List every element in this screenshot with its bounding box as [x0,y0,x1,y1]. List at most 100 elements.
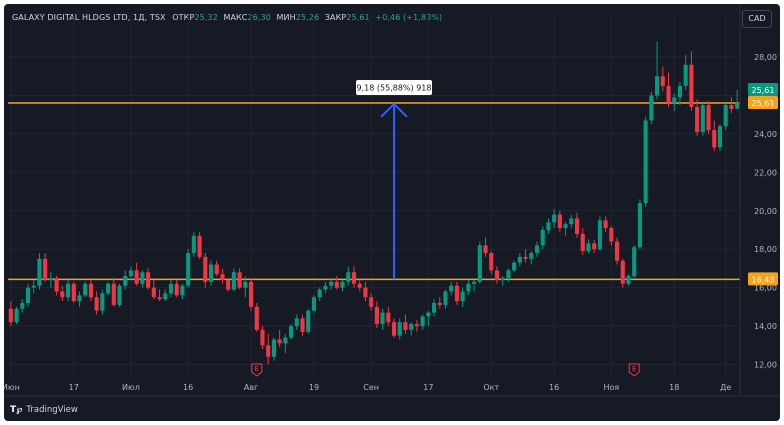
candle [151,279,156,300]
candle [363,281,368,302]
candle [723,103,728,131]
candle-body [180,285,185,296]
candle [637,199,642,250]
candle [517,253,522,267]
candle-body [689,64,694,108]
candle [65,279,71,302]
tradingview-branding[interactable]: ꓔ℘ TradingView [10,405,78,415]
candle-body [220,274,225,280]
candle [100,289,105,315]
symbol-title[interactable]: GALAXY DIGITAL HLDGS LTD, 1Д, TSX [12,13,166,22]
time-tick-label: Сен [363,383,379,392]
candle-body [48,278,53,280]
candle-body [374,306,379,325]
candle [506,268,511,282]
candle-body [37,258,42,286]
candle [449,281,454,296]
candle-body [586,243,591,252]
candle [706,101,711,134]
candle [563,222,568,236]
candle [529,251,534,265]
candle [477,241,482,284]
candle [243,276,248,298]
candle-body [54,278,59,292]
candle-body [323,285,328,290]
candle-body [603,220,608,229]
candle-body [649,95,654,121]
candle [614,237,620,265]
candle [208,260,214,286]
candle-body [397,322,402,336]
tradingview-label: TradingView [26,405,78,415]
price-tick-label: 22,00 [754,168,777,177]
candle [111,278,116,307]
candle-body [580,233,585,252]
chart-window[interactable]: GALAXY DIGITAL HLDGS LTD, 1Д, TSX ОТКР25… [4,4,780,421]
candle [643,116,648,207]
candle-body [620,260,625,284]
candle [340,279,345,292]
candle [277,329,282,348]
candle [489,251,494,275]
candle-body [431,302,437,313]
candle-body [106,283,111,294]
candle [460,287,465,307]
candle-body [540,229,545,246]
candle-body [643,120,648,204]
candle-body [186,253,191,286]
candle [60,285,65,302]
candle-body [683,64,688,86]
candle-body [609,228,614,242]
price-chart[interactable]: 9,18 (55,88%) 918 28,0026,0024,0022,0020… [4,4,780,421]
time-tick-label: 16 [183,383,193,392]
candle-body [420,316,425,327]
candle-body [71,283,76,302]
candle [620,258,625,288]
candle-body [151,287,156,298]
measure-arrowhead-icon [380,102,408,118]
earnings-marker-icon[interactable] [251,363,263,377]
last-price-tag[interactable]: 25,61 [748,82,778,96]
earnings-marker-icon[interactable] [628,363,640,377]
candle [106,281,111,296]
candle-body [163,293,168,300]
symbol-legend[interactable]: GALAXY DIGITAL HLDGS LTD, 1Д, TSX ОТКР25… [12,13,445,22]
candle [311,295,317,313]
candle [214,260,219,277]
level-price-tag[interactable]: 16,43 [748,272,778,286]
candle-body [569,218,574,225]
candle-body [31,285,36,288]
candle [426,310,431,327]
time-tick-label: Окт [483,383,499,392]
level-price-tag-box [748,272,778,286]
time-tick-label: 17 [423,383,433,392]
candle-body [666,85,671,104]
candle [168,279,174,298]
high-label: МАКС [223,13,248,22]
candle-body [289,326,294,338]
candle [403,314,408,334]
candle-body [248,281,254,307]
candle [443,289,448,309]
candle-body [414,324,419,327]
candle [180,283,185,300]
candle-body [460,291,465,302]
candle-body [454,285,459,302]
level-price-tag-box [748,95,778,109]
time-tick-label: Ноя [603,383,619,392]
candle [14,306,19,325]
candle [334,276,339,290]
time-tick-label: Де [720,383,731,392]
candle [523,249,528,263]
candle-body [277,339,282,344]
candle-body [128,270,134,277]
candle [329,278,334,290]
currency-button[interactable]: CAD [742,10,772,28]
candle-body [672,97,677,104]
high-value: 26,30 [247,13,271,22]
candle-body [14,308,19,323]
candle-body [632,247,637,277]
level-price-tag[interactable]: 25,61 [748,95,778,109]
candle-body [597,220,602,250]
candle-body [735,102,740,109]
